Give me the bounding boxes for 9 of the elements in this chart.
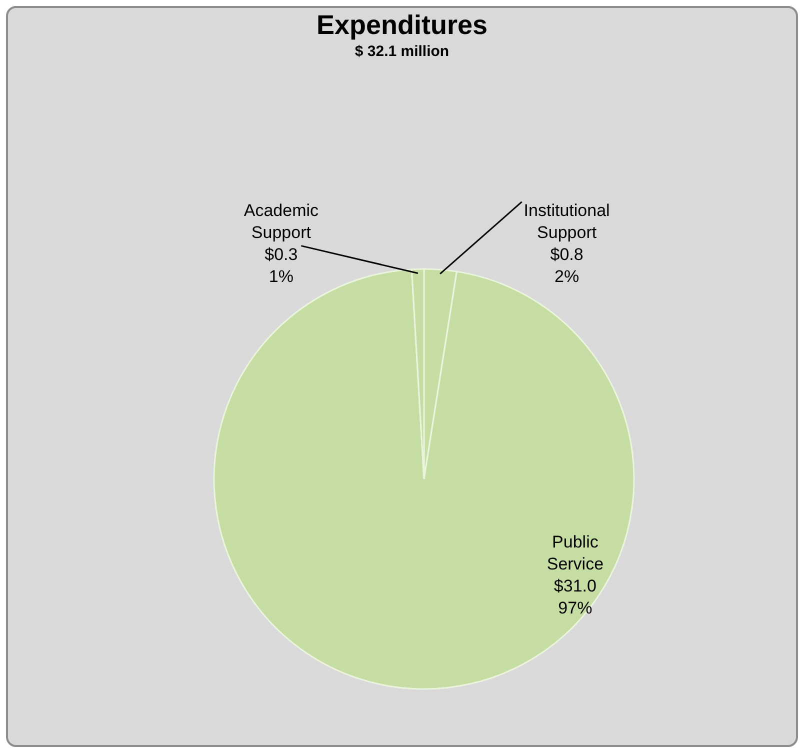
data-label: $0.3 1% <box>264 244 298 286</box>
slice-label: Academic Support <box>244 200 320 242</box>
chart-subtitle: $ 32.1 million <box>354 43 450 60</box>
data-label: $0.8 2% <box>550 244 584 286</box>
data-label: $31.0 97% <box>554 576 596 618</box>
slice-label: Public Service <box>546 532 604 574</box>
slice-label: Institutional Support <box>524 200 610 242</box>
chart-title: Expenditures <box>316 10 488 40</box>
pie-slice <box>213 268 635 690</box>
